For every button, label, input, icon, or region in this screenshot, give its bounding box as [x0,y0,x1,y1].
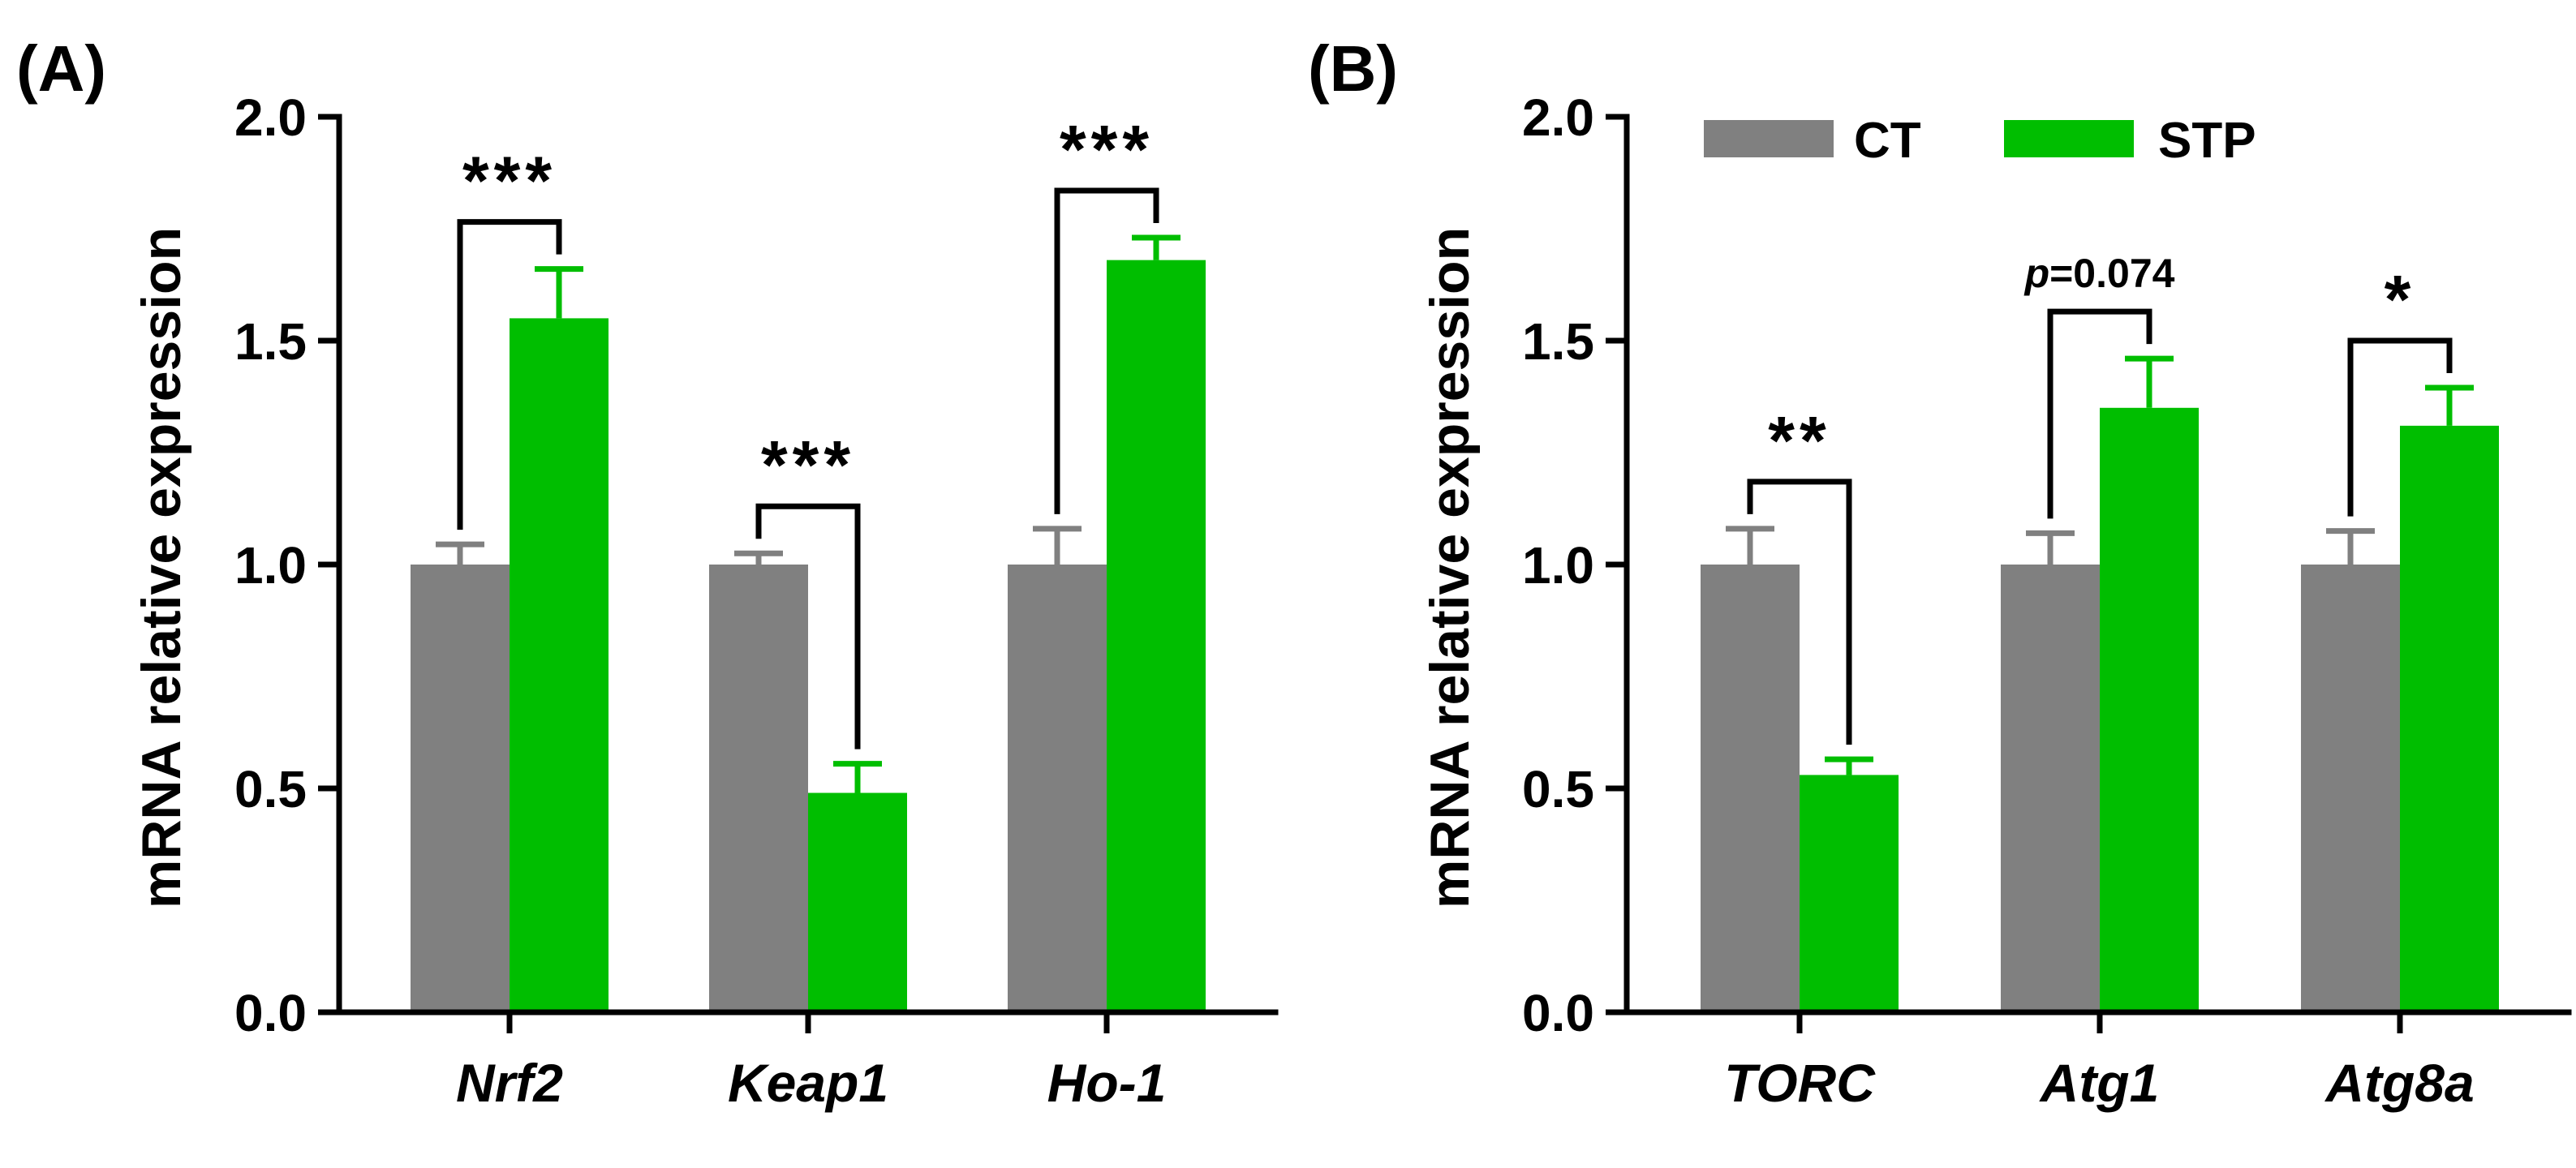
panel-b-bar-ct-atg1 [2001,565,2100,1012]
panel-a-bar-ct-nrf2 [411,565,510,1012]
panel-b-bar-stp-atg8a [2400,425,2499,1012]
panel-a-x-tick-label-nrf2: Nrf2 [456,1053,563,1113]
panel-a-y-axis-title: mRNA relative expression [131,227,192,908]
panel-b-bar-ct-atg8a [2301,565,2400,1012]
legend-label-ct: CT [1854,113,1921,169]
panel-b-y-tick-label: 0.5 [1522,760,1594,818]
panel-b-y-ticks: 0.0 0.5 1.0 1.5 2.0 [1522,88,1627,1042]
panel-a: (A) mRNA relative expression 0.0 0.5 1.0 1.… [16,32,1279,1113]
panel-b-y-tick-label: 0.0 [1522,984,1594,1042]
panel-b-bar-stp-torc [1800,775,1899,1012]
panel-b-error-bars [1726,355,2474,775]
panel-b-x-tick-label-torc: TORC [1724,1053,1876,1113]
panel-a-bar-ct-keap1 [709,565,808,1012]
panel-a-significance-bracket-keap1 [755,503,861,749]
panel-a-bar-ct-ho-1 [1008,565,1107,1012]
panel-b-significance-bracket-atg8a [2347,337,2453,517]
panel-b-x-tick-label-atg8a: Atg8a [2324,1053,2474,1113]
panel-a-error-bars [436,234,1180,793]
panel-a-y-tick-label: 0.5 [234,760,307,818]
panel-a-categories: Nrf2 Keap1 Ho-1 [456,1012,1166,1113]
panel-b-significance-bracket-atg1 [2047,308,2152,519]
panel-b-label: (B) [1308,32,1398,105]
panel-b-categories: TORC Atg1 Atg8a [1724,1012,2475,1113]
panel-a-y-tick-label: 1.5 [234,312,307,371]
panel-b-significance-label-torc: ** [1768,402,1830,479]
panel-b-bar-stp-atg1 [2100,407,2199,1012]
panel-b: (B) mRNA relative expression 0.0 0.5 1.0 1.… [1308,32,2572,1113]
panel-b-significance-label-atg8a: * [2385,261,2416,337]
panel-b-bar-ct-torc [1701,565,1800,1012]
panel-b-y-axis-title: mRNA relative expression [1419,227,1481,908]
panel-b-y-tick-label: 2.0 [1522,88,1594,147]
panel-b-significance: ** p=0.074 * [1747,251,2453,745]
panel-a-y-ticks: 0.0 0.5 1.0 1.5 2.0 [234,88,339,1042]
panel-b-significance-label-atg1: p=0.074 [2023,251,2175,296]
panel-b-significance-bracket-torc [1747,479,1852,745]
panel-b-bars [1701,407,2499,1012]
legend: CT STP [1704,113,2256,169]
panel-b-y-tick-label: 1.0 [1522,536,1594,595]
panel-a-y-tick-label: 0.0 [234,984,307,1042]
panel-a-significance-label-keap1: *** [761,427,855,503]
panel-a-significance-label-nrf2: *** [462,143,557,219]
panel-b-axes [1623,114,2572,1016]
panel-a-y-tick-label: 2.0 [234,88,307,147]
panel-a-bars [411,260,1206,1012]
panel-a-axes [336,114,1279,1016]
panel-a-bar-stp-ho-1 [1107,260,1206,1012]
panel-a-significance-bracket-ho-1 [1054,187,1159,514]
panel-a-significance: *** *** *** [457,111,1159,749]
panel-a-bar-stp-nrf2 [510,318,609,1012]
panel-a-label: (A) [16,32,106,105]
legend-swatch-stp [2004,120,2134,157]
panel-b-x-tick-label-atg1: Atg1 [2039,1053,2160,1113]
panel-a-y-tick-label: 1.0 [234,536,307,595]
panel-a-significance-label-ho-1: *** [1060,111,1154,187]
panel-a-x-tick-label-ho-1: Ho-1 [1047,1053,1167,1113]
panel-b-y-tick-label: 1.5 [1522,312,1594,371]
legend-label-stp: STP [2158,113,2256,169]
legend-swatch-ct [1704,120,1834,157]
panel-a-significance-bracket-nrf2 [457,219,562,530]
panel-a-bar-stp-keap1 [808,792,907,1012]
panel-a-x-tick-label-keap1: Keap1 [728,1053,888,1113]
